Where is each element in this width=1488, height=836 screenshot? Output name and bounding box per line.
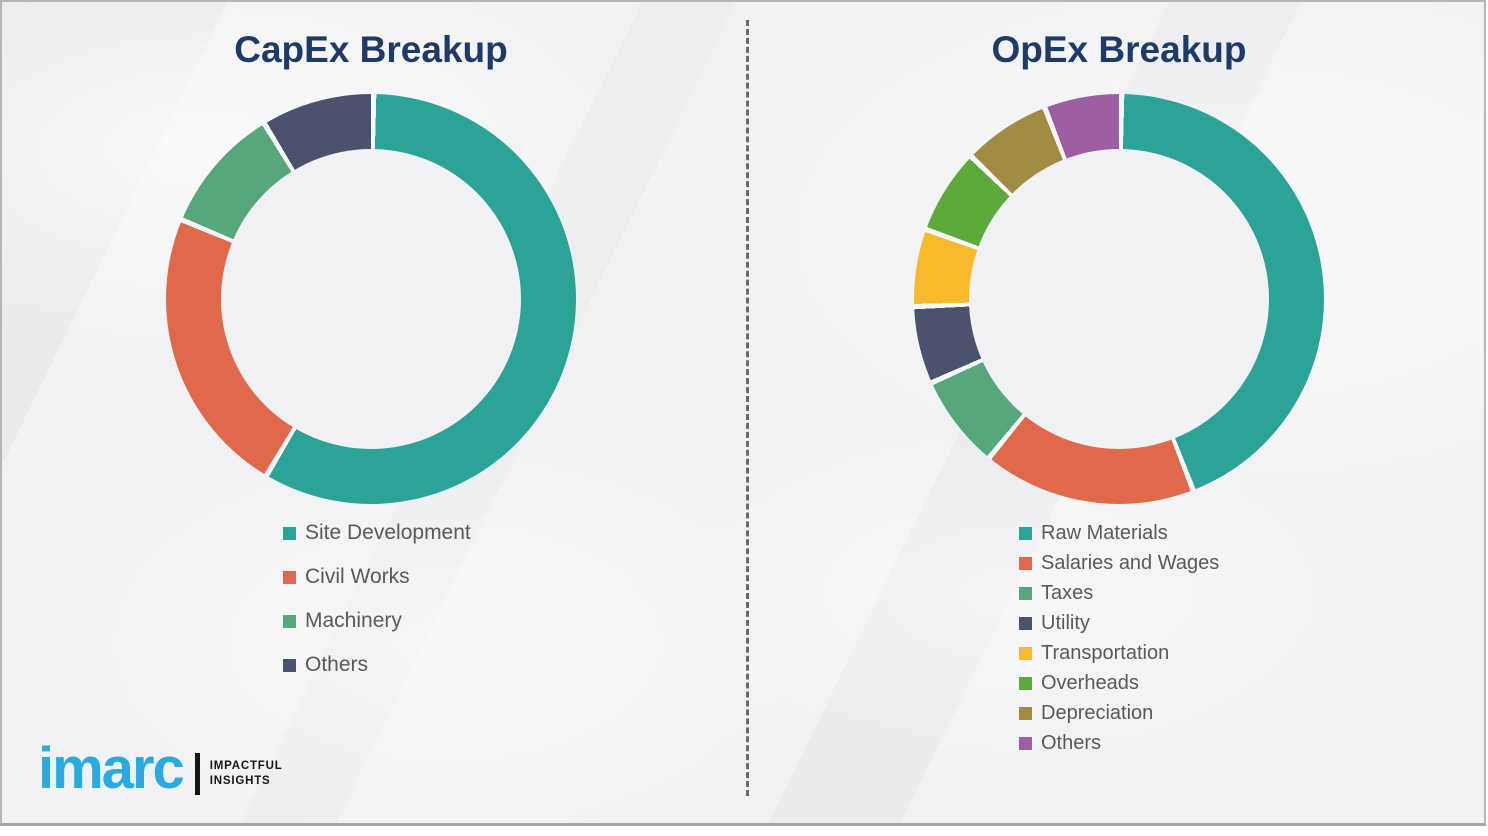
legend-label: Salaries and Wages xyxy=(1041,551,1220,574)
legend-item: Civil Works xyxy=(283,555,471,599)
capex-donut-chart xyxy=(166,94,576,504)
opex-donut-hole xyxy=(969,149,1269,449)
legend-label: Overheads xyxy=(1041,671,1139,694)
legend-item: Others xyxy=(1019,728,1219,758)
legend-label: Utility xyxy=(1041,611,1090,634)
legend-item: Machinery xyxy=(283,599,471,643)
imarc-tagline-line2: INSIGHTS xyxy=(209,775,271,787)
imarc-tagline-line1: IMPACTFUL xyxy=(209,760,283,773)
legend-swatch-icon xyxy=(1019,736,1032,750)
imarc-logo-divider-bar xyxy=(194,753,200,795)
imarc-logo-wordmark: imarc xyxy=(38,735,185,801)
legend-label: Machinery xyxy=(305,609,402,632)
legend-item: Overheads xyxy=(1019,668,1219,698)
legend-item: Depreciation xyxy=(1019,698,1219,728)
legend-item: Utility xyxy=(1019,608,1219,638)
legend-label: Raw Materials xyxy=(1041,521,1168,544)
legend-item: Others xyxy=(283,643,471,687)
legend-swatch-icon xyxy=(1019,676,1032,690)
legend-swatch-icon xyxy=(283,526,296,540)
center-dashed-divider xyxy=(746,20,749,796)
legend-label: Transportation xyxy=(1041,641,1170,664)
legend-item: Transportation xyxy=(1019,638,1219,668)
legend-swatch-icon xyxy=(1019,616,1032,630)
legend-item: Site Development xyxy=(283,511,471,555)
legend-label: Others xyxy=(1041,731,1102,754)
legend-swatch-icon xyxy=(1019,526,1032,540)
capex-chart-title: CapEx Breakup xyxy=(234,29,508,70)
legend-label: Others xyxy=(305,653,369,676)
legend-label: Civil Works xyxy=(305,565,410,588)
imarc-logo: imarc IMPACTFUL INSIGHTS xyxy=(38,737,283,801)
opex-legend: Raw Materials Salaries and Wages Taxes Util… xyxy=(1019,518,1219,758)
capex-legend: Site Development Civil Works Machinery Othe… xyxy=(283,511,471,687)
legend-swatch-icon xyxy=(1019,556,1032,570)
legend-swatch-icon xyxy=(283,570,296,584)
opex-donut-chart xyxy=(914,94,1324,504)
legend-swatch-icon xyxy=(1019,706,1032,720)
opex-chart-title: OpEx Breakup xyxy=(991,29,1247,70)
legend-label: Site Development xyxy=(305,521,471,544)
legend-item: Taxes xyxy=(1019,578,1219,608)
legend-item: Raw Materials xyxy=(1019,518,1219,548)
legend-label: Taxes xyxy=(1041,581,1094,604)
legend-swatch-icon xyxy=(283,658,296,672)
legend-swatch-icon xyxy=(1019,646,1032,660)
capex-donut-hole xyxy=(221,149,521,449)
legend-label: Depreciation xyxy=(1041,701,1154,724)
legend-item: Salaries and Wages xyxy=(1019,548,1219,578)
legend-swatch-icon xyxy=(1019,586,1032,600)
legend-swatch-icon xyxy=(283,614,296,628)
imarc-logo-tagline: IMPACTFUL INSIGHTS xyxy=(210,759,283,789)
